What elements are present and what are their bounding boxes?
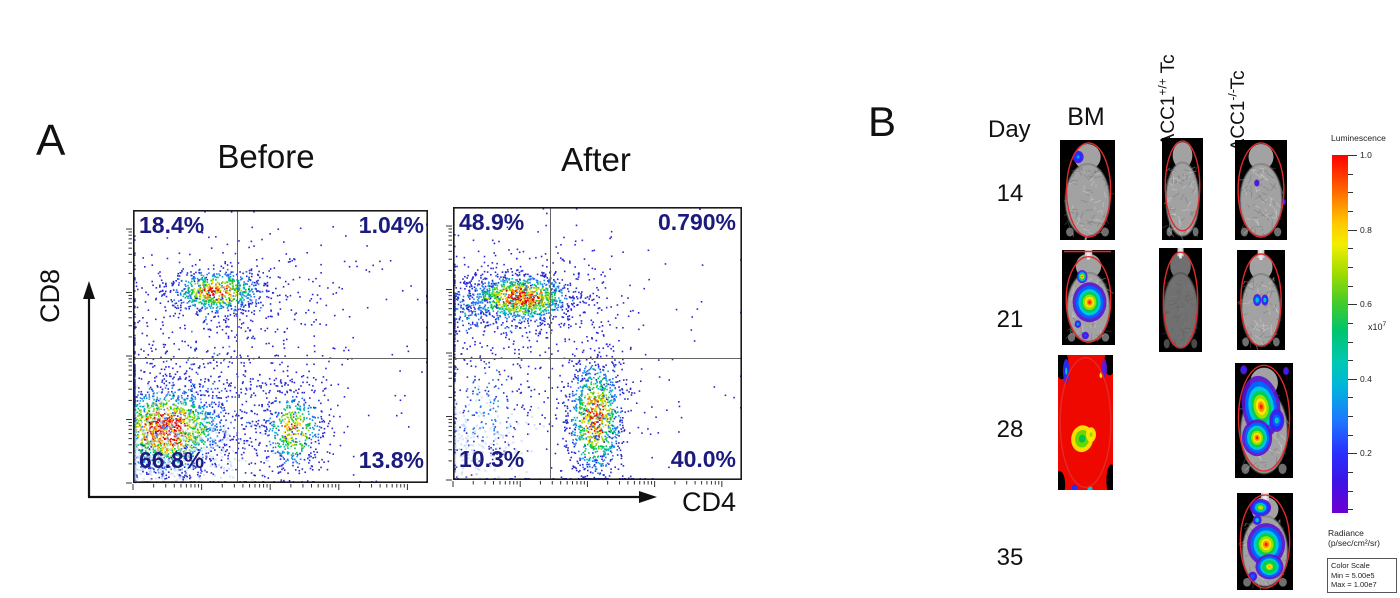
mouse-image-d21-bm (1062, 250, 1115, 345)
mouse-image-d28-bm (1058, 355, 1113, 490)
mouse-image-d28-ko (1235, 363, 1293, 478)
colorbar-tick (1348, 509, 1353, 511)
colorbar-tick (1348, 490, 1353, 492)
column-header-acc1-wt-suffix: Tc (1158, 54, 1179, 79)
colorbar-tick (1348, 210, 1353, 212)
day-label-14: 14 (996, 180, 1024, 207)
quadrant-stat-ul: 48.9% (459, 209, 525, 235)
quadrant-stat-lr: 13.8% (358, 447, 424, 473)
column-header-acc1-wt: ACC1+/+ Tc (1156, 54, 1180, 146)
mouse-image-d21-wt (1159, 248, 1202, 352)
quadrant-stat-ul: 18.4% (139, 212, 205, 238)
colorbar-multiplier-base: x10 (1368, 322, 1383, 332)
day-column-header: Day (988, 116, 1031, 143)
panel-a-label: A (36, 116, 66, 165)
colorbar-tick (1348, 416, 1353, 417)
column-header-bm: BM (1067, 103, 1105, 131)
column-header-acc1-ko-sup: -/- (1225, 89, 1240, 101)
x-axis-label: CD4 (682, 487, 737, 517)
colorbar-tick (1348, 341, 1353, 343)
mouse-image-d14-ko (1235, 140, 1287, 240)
colorbar-title: Luminescence (1331, 133, 1386, 143)
colorbar-tick (1348, 155, 1357, 156)
day-label-21: 21 (996, 306, 1024, 333)
quadrant-stat-ll: 10.3% (459, 446, 525, 472)
color-scale-box: Color Scale Min = 5.00e5 Max = 1.00e7 (1327, 558, 1397, 593)
mouse-image-d14-wt (1162, 138, 1203, 240)
colorbar-multiplier: x107 (1368, 321, 1386, 332)
colorbar-tick (1348, 266, 1353, 268)
colorbar-tick (1348, 285, 1353, 287)
colorbar-tick (1348, 472, 1353, 473)
colorbar-tick-label: 1.0 (1360, 150, 1372, 160)
colorbar-tick (1348, 360, 1353, 362)
colorbar-tick (1348, 192, 1353, 194)
colorbar-tick (1348, 322, 1353, 324)
colorbar-tick (1348, 304, 1357, 306)
colorbar-tick (1348, 434, 1353, 436)
colorbar-tick-label: 0.2 (1360, 448, 1372, 459)
colorbar-tick (1348, 248, 1353, 250)
quadrant-stat-ur: 0.790% (657, 209, 736, 235)
colorbar-tick (1348, 397, 1353, 399)
colorbar-gradient (1332, 155, 1348, 513)
colorbar-tick (1348, 173, 1353, 175)
colorbar-tick-label: 0.8 (1360, 224, 1372, 235)
colorbar-tick (1348, 229, 1357, 231)
mouse-image-d35-ko (1237, 493, 1293, 590)
day-label-35: 35 (996, 544, 1024, 571)
color-scale-title: Color Scale (1331, 561, 1370, 570)
colorbar-tick (1348, 453, 1357, 455)
radiance-units: (p/sec/cm²/sr) (1328, 538, 1380, 548)
radiance-label: Radiance (1328, 528, 1364, 538)
mouse-image-d14-bm (1060, 140, 1115, 240)
flow-plot-after (445, 207, 742, 488)
day-label-28: 28 (996, 416, 1024, 443)
colorbar-tick-label: 0.4 (1360, 373, 1372, 384)
colorbar-tick-label: 0.6 (1360, 299, 1372, 310)
plot-title-after: After (561, 141, 631, 178)
quadrant-stat-lr: 40.0% (670, 446, 736, 472)
column-header-acc1-ko-suffix: Tc (1228, 70, 1249, 90)
flow-plot-before (125, 210, 428, 491)
quadrant-stat-ll: 66.8% (139, 447, 205, 473)
mouse-image-d21-ko (1237, 250, 1285, 350)
colorbar-multiplier-exp: 7 (1382, 321, 1387, 328)
color-scale-min: Min = 5.00e5 (1331, 570, 1375, 580)
color-scale-max: Max = 1.00e7 (1331, 580, 1377, 589)
colorbar-tick (1348, 378, 1357, 380)
colorbar-radiance: Radiance (p/sec/cm²/sr) (1328, 528, 1380, 548)
plot-title-before: Before (217, 138, 315, 175)
quadrant-stat-ur: 1.04% (358, 212, 424, 238)
column-header-acc1-wt-sup: +/+ (1155, 78, 1170, 96)
panel-b-label: B (868, 98, 897, 145)
